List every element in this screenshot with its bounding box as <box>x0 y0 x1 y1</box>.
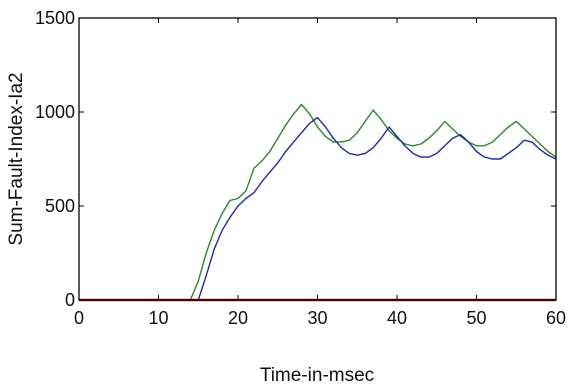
y-tick-label-2: 1000 <box>35 102 75 122</box>
x-tick-label-5: 50 <box>466 308 486 328</box>
y-tick-label-1: 500 <box>45 196 75 216</box>
x-tick-label-1: 10 <box>148 308 168 328</box>
y-axis-title: Sum-Fault-Index-Ia2 <box>6 72 27 245</box>
series-line-2 <box>79 116 557 301</box>
y-tick-label-3: 1500 <box>35 8 75 28</box>
y-tick-label-0: 0 <box>65 290 75 310</box>
x-tick-label-6: 60 <box>546 308 566 328</box>
series-line-1 <box>79 103 557 301</box>
x-tick-label-2: 20 <box>228 308 248 328</box>
x-tick-label-3: 30 <box>307 308 327 328</box>
x-tick-label-0: 0 <box>74 308 84 328</box>
x-axis-title: Time-in-msec <box>260 365 374 386</box>
ticks-layer: 0 10 20 30 40 50 60 0 500 1000 1500 <box>35 8 566 328</box>
plot-background <box>79 18 556 300</box>
x-tick-label-4: 40 <box>387 308 407 328</box>
